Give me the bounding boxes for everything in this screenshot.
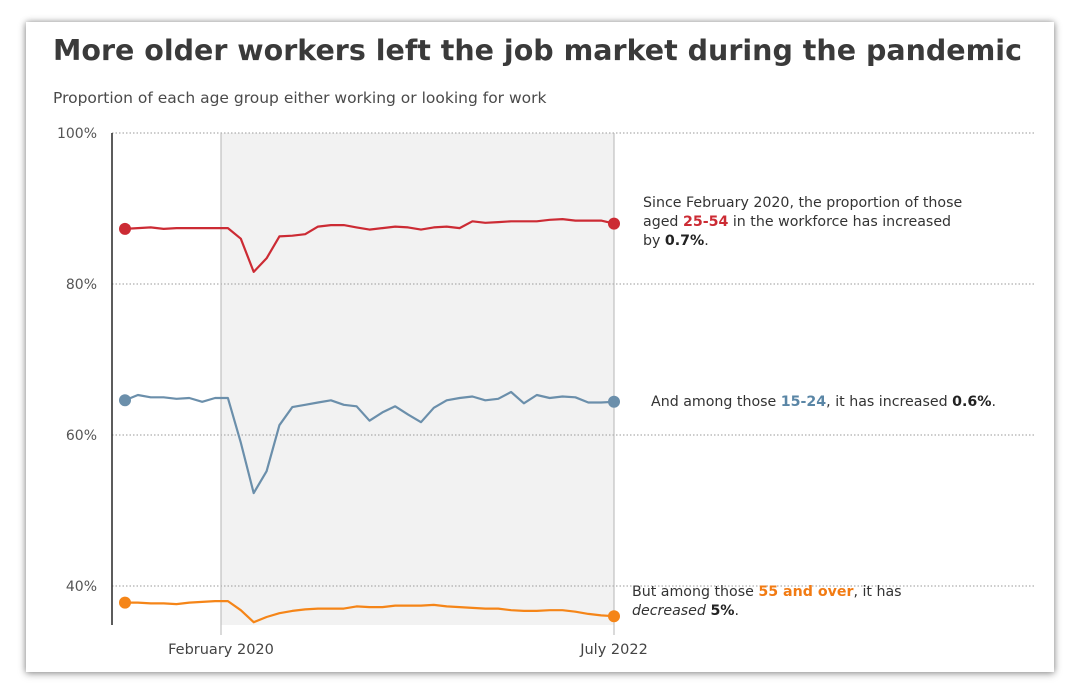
chart-title: More older workers left the job market d… — [53, 34, 1022, 67]
series-line-25-54 — [124, 218, 615, 273]
shaded-period-layer — [221, 133, 614, 625]
end-marker-15-24 — [608, 395, 620, 408]
end-marker-25-54 — [608, 217, 620, 230]
start-marker-55-and-over — [119, 596, 131, 609]
y-tick-label: 80% — [66, 277, 97, 293]
annotation-group-55-over: 55 and over — [758, 584, 854, 600]
markers-layer — [119, 217, 620, 623]
shaded-period — [221, 133, 614, 625]
y-tick-label: 100% — [57, 126, 97, 142]
series-layer — [124, 218, 615, 624]
chart-subtitle: Proportion of each age group either work… — [53, 89, 547, 107]
y-tick-label: 40% — [66, 579, 97, 595]
end-marker-55-and-over — [608, 610, 620, 623]
annotation-group-25-54: 25-54 — [682, 214, 729, 230]
series-line-55-and-over — [125, 599, 615, 624]
x-tick-label: July 2022 — [579, 642, 648, 658]
annotation-group-15-24: 15-24 — [780, 394, 827, 410]
series-line-15-24 — [124, 390, 615, 495]
annotation-25-54: Since February 2020, the proportion of t… — [643, 195, 963, 249]
start-marker-25-54 — [119, 222, 131, 235]
annotation-55-over: But among those 55 and over, it has decr… — [632, 584, 902, 619]
axes-layer: February 2020 July 2022 — [111, 133, 648, 658]
y-tick-label: 60% — [66, 428, 97, 444]
x-tick-label: February 2020 — [168, 642, 274, 658]
start-marker-15-24 — [119, 394, 131, 407]
gridlines-layer: 100% 80% 60% 40% — [57, 126, 1036, 595]
annotation-15-24: And among those 15-24, it has increased … — [651, 394, 996, 410]
